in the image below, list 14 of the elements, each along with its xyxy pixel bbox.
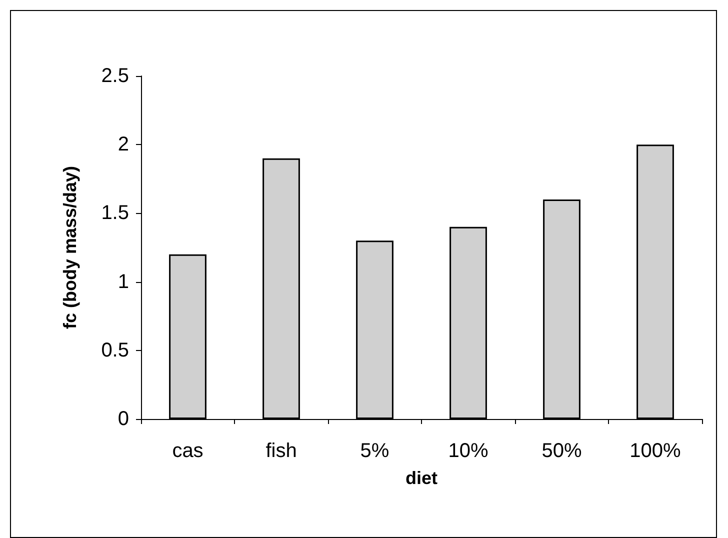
x-tick-label: 10% xyxy=(448,440,488,462)
x-tick-label: 5% xyxy=(360,440,390,462)
y-tick-label: 1.5 xyxy=(101,202,129,224)
y-tick-label: 0.5 xyxy=(101,339,129,362)
x-tick-label: 100% xyxy=(630,440,682,462)
x-tick-label: 50% xyxy=(542,440,582,462)
y-tick-label: 2 xyxy=(118,134,129,156)
y-tick-label: 0 xyxy=(118,408,129,430)
x-tick-label: fish xyxy=(266,440,297,462)
y-tick-label: 2.5 xyxy=(101,65,129,87)
x-axis-title: diet xyxy=(405,468,438,488)
y-tick-label: 1 xyxy=(118,270,129,293)
x-tick-label: cas xyxy=(172,440,204,462)
y-axis-title: fc (body mass/day) xyxy=(60,166,80,330)
